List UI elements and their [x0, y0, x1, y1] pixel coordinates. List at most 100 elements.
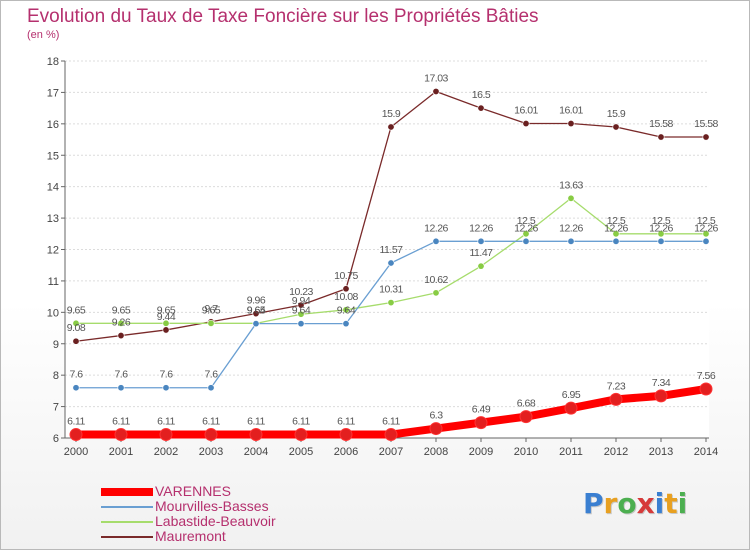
logo-letter: i: [654, 487, 665, 520]
data-point: [702, 237, 710, 245]
data-label: 12.26: [424, 222, 448, 234]
logo-letter: r: [603, 487, 618, 520]
data-point: [207, 384, 215, 392]
legend-swatch: [101, 536, 153, 538]
data-point: [522, 230, 530, 238]
data-label: 9.64: [247, 305, 266, 317]
data-point: [432, 289, 440, 297]
data-label: 9.65: [67, 304, 86, 316]
x-tick-label: 2005: [289, 446, 313, 458]
data-point: [567, 237, 575, 245]
data-label: 12.5: [517, 215, 536, 227]
data-label: 9.94: [292, 295, 311, 307]
y-tick-label: 10: [47, 307, 59, 319]
data-label: 6.11: [337, 416, 355, 428]
data-label: 9.64: [337, 305, 356, 317]
data-point: [297, 310, 305, 318]
data-label: 6.68: [517, 398, 536, 410]
y-tick-label: 15: [47, 150, 59, 162]
data-label: 12.26: [649, 222, 673, 234]
y-tick-label: 8: [53, 370, 59, 382]
x-tick-label: 2009: [469, 446, 493, 458]
data-point: [252, 320, 260, 328]
data-point: [612, 230, 620, 238]
data-label: 6.11: [247, 416, 265, 428]
data-point: [339, 428, 353, 442]
x-tick-label: 2002: [154, 446, 178, 458]
data-point: [252, 310, 260, 318]
data-point: [657, 230, 665, 238]
logo-letter: P: [583, 487, 604, 520]
data-point: [297, 301, 305, 309]
data-label: 12.26: [469, 222, 493, 234]
data-label: 15.9: [607, 108, 626, 120]
data-label: 7.6: [204, 369, 218, 381]
data-label: 11.57: [380, 244, 404, 256]
data-label: 9.26: [112, 317, 131, 329]
data-label: 9.44: [157, 311, 176, 323]
data-point: [477, 237, 485, 245]
legend-label: Mauremont: [155, 528, 226, 544]
logo-letter: x: [636, 487, 655, 520]
y-tick-label: 17: [47, 87, 59, 99]
data-label: 6.11: [112, 416, 130, 428]
proxiti-logo: Proxiti: [583, 487, 687, 520]
y-tick-label: 13: [47, 213, 59, 225]
data-point: [72, 337, 80, 345]
data-point: [387, 123, 395, 131]
y-tick-label: 7: [53, 402, 59, 414]
data-label: 12.5: [652, 215, 671, 227]
x-tick-label: 2006: [334, 446, 358, 458]
data-point: [384, 428, 398, 442]
data-label: 6.49: [472, 404, 491, 416]
data-point: [477, 262, 485, 270]
data-label: 17.03: [424, 72, 448, 84]
y-tick-label: 6: [53, 433, 59, 445]
data-point: [474, 416, 488, 430]
data-point: [249, 428, 263, 442]
x-tick-label: 2011: [559, 446, 583, 458]
data-label: 10.62: [424, 274, 448, 286]
data-point: [522, 120, 530, 128]
x-tick-label: 2004: [244, 446, 268, 458]
data-point: [162, 326, 170, 334]
data-label: 16.01: [514, 105, 538, 117]
y-tick-label: 14: [47, 182, 59, 194]
data-label: 7.56: [697, 370, 716, 382]
x-tick-label: 2001: [109, 446, 133, 458]
data-point: [117, 384, 125, 392]
data-label: 7.23: [607, 380, 626, 392]
data-label: 12.5: [697, 215, 716, 227]
data-label: 11.47: [470, 247, 494, 259]
data-label: 6.3: [429, 410, 443, 422]
data-label: 12.26: [514, 222, 538, 234]
data-label: 6.11: [382, 416, 400, 428]
unit-label: (en %): [27, 29, 60, 41]
data-label: 7.6: [114, 369, 128, 381]
data-label: 7.34: [652, 377, 671, 389]
data-label: 6.11: [67, 416, 85, 428]
data-label: 9.65: [202, 304, 221, 316]
data-point: [117, 319, 125, 327]
data-point: [162, 384, 170, 392]
data-label: 9.7: [204, 303, 218, 315]
data-point: [699, 382, 713, 396]
data-point: [72, 384, 80, 392]
data-label: 15.58: [694, 118, 718, 130]
data-point: [342, 320, 350, 328]
data-label: 9.65: [157, 304, 176, 316]
data-point: [159, 428, 173, 442]
data-point: [702, 230, 710, 238]
legend-label: Labastide-Beauvoir: [155, 513, 276, 529]
data-label: 12.26: [694, 222, 718, 234]
data-point: [432, 87, 440, 95]
data-label: 6.11: [157, 416, 175, 428]
x-tick-label: 2014: [694, 446, 718, 458]
data-point: [567, 194, 575, 202]
data-label: 9.65: [247, 304, 266, 316]
data-point: [204, 428, 218, 442]
data-point: [207, 319, 215, 327]
data-label: 12.26: [559, 222, 583, 234]
